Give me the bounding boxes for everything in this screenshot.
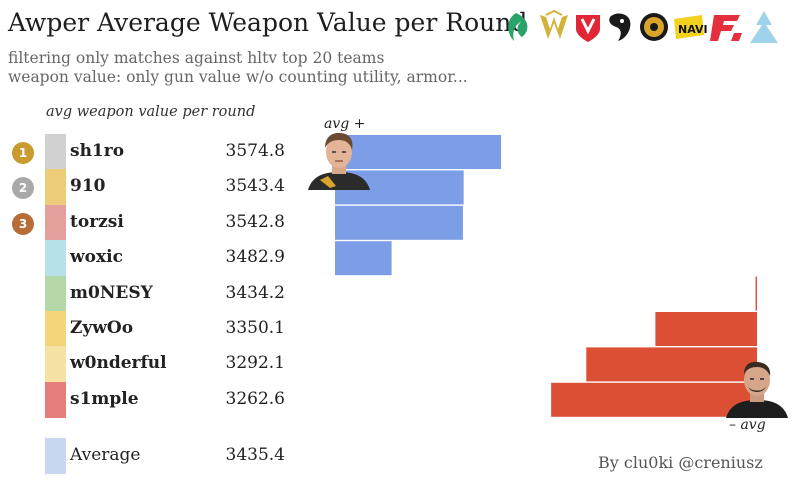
- bar-m0NESY: [755, 276, 757, 311]
- bar-ZywOo: [655, 312, 757, 346]
- player-value: 3262.6: [225, 388, 285, 409]
- faze-logo: [710, 15, 742, 41]
- player-name: w0nderful: [70, 353, 167, 374]
- average-swatch: [45, 438, 66, 474]
- player-name: 910: [70, 176, 106, 197]
- player-color-swatch: [45, 240, 66, 277]
- bar-s1mple: [551, 382, 757, 417]
- bar-w0nderful: [586, 347, 757, 382]
- vitality-logo: [540, 9, 568, 39]
- player-value: 3292.1: [225, 353, 285, 374]
- s1mple-photo: [726, 361, 788, 418]
- player-name: s1mple: [70, 388, 139, 409]
- average-label: Average: [70, 445, 141, 465]
- mouz-logo: [576, 15, 600, 42]
- player-name: sh1ro: [70, 141, 125, 161]
- navi-logo: NAVI: [674, 15, 708, 39]
- column-header: avg weapon value per round: [46, 104, 256, 120]
- player-value: 3542.8: [225, 211, 285, 232]
- bar-sh1ro: [335, 135, 502, 169]
- above-average-annotation: avg +: [324, 116, 365, 132]
- author-credit: By clu0ki @creniusz: [598, 453, 763, 472]
- player-value: 3543.4: [225, 176, 285, 197]
- player-row: ZywOo 3350.1: [0, 311, 800, 347]
- player-name: m0NESY: [70, 282, 153, 303]
- player-name: torzsi: [70, 211, 124, 232]
- chart-title: Awper Average Weapon Value per Round: [8, 8, 528, 37]
- player-color-swatch: [45, 275, 66, 312]
- bar-woxic: [335, 241, 392, 276]
- player-value: 3350.1: [225, 318, 285, 338]
- player-name: woxic: [70, 247, 123, 268]
- player-color-swatch: [45, 204, 66, 241]
- bar-torzsi: [335, 205, 463, 240]
- player-color-swatch: [45, 311, 66, 347]
- player-color-swatch: [45, 134, 66, 170]
- player-row: s1mple 3262.6: [0, 381, 800, 418]
- rank-medal-icon: 2: [12, 177, 34, 200]
- player-value: 3434.2: [225, 282, 285, 303]
- player-row: 2 910 3543.4: [0, 169, 800, 206]
- player-row: 3 torzsi 3542.8: [0, 204, 800, 241]
- player-color-swatch: [45, 346, 66, 383]
- subtitle-line-2: weapon value: only gun value w/o countin…: [8, 68, 468, 86]
- player-row: m0NESY 3434.2: [0, 275, 800, 312]
- sh1ro-photo: [308, 132, 370, 190]
- falcons-logo: [508, 13, 528, 41]
- liquid-logo: [750, 11, 778, 43]
- rank-medal-icon: 1: [12, 142, 34, 164]
- player-value: 3482.9: [225, 247, 285, 268]
- mongolz-logo: [640, 13, 668, 41]
- player-color-swatch: [45, 381, 66, 418]
- player-row: woxic 3482.9: [0, 240, 800, 277]
- svg-text:NAVI: NAVI: [678, 23, 708, 36]
- player-color-swatch: [45, 169, 66, 206]
- rank-medal-icon: 3: [12, 212, 34, 235]
- player-name: ZywOo: [70, 318, 134, 338]
- team-logos: NAVI: [508, 9, 778, 43]
- player-row: 1 sh1ro 3574.8: [0, 134, 800, 170]
- player-value: 3574.8: [225, 141, 285, 161]
- average-row: Average 3435.4: [0, 438, 800, 474]
- player-row: w0nderful 3292.1: [0, 346, 800, 383]
- average-value: 3435.4: [225, 445, 285, 465]
- spirit-logo: [609, 13, 631, 41]
- below-average-annotation: – avg: [729, 417, 766, 433]
- subtitle-line-1: filtering only matches against hltv top …: [8, 49, 385, 67]
